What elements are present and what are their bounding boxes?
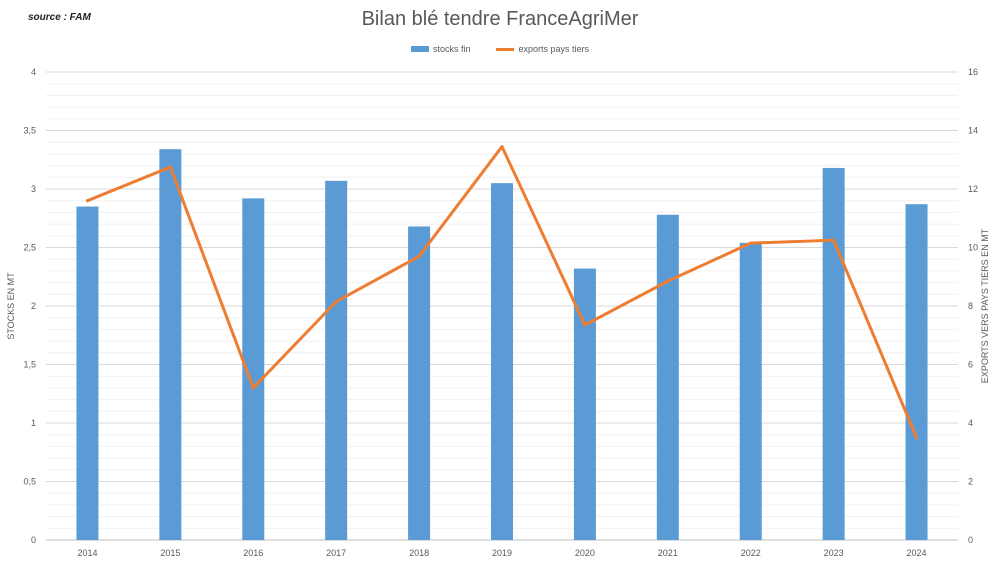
y2-tick-label: 4 bbox=[968, 418, 973, 428]
line-point-2020 bbox=[583, 323, 587, 327]
y-tick-label: 0,5 bbox=[23, 477, 36, 487]
line-point-2019 bbox=[500, 145, 504, 149]
x-tick-label: 2019 bbox=[492, 548, 512, 558]
legend-item-line[interactable]: exports pays tiers bbox=[496, 44, 589, 54]
legend: stocks fin exports pays tiers bbox=[0, 44, 1000, 54]
x-tick-label: 2022 bbox=[741, 548, 761, 558]
bar-2024 bbox=[905, 204, 928, 540]
legend-label-line: exports pays tiers bbox=[518, 44, 590, 54]
bar-2020 bbox=[573, 268, 596, 540]
x-tick-label: 2018 bbox=[409, 548, 429, 558]
x-tick-label: 2020 bbox=[575, 548, 595, 558]
y2-tick-label: 0 bbox=[968, 535, 973, 545]
y2-tick-label: 16 bbox=[968, 67, 978, 77]
y2-tick-label: 2 bbox=[968, 477, 973, 487]
source-note: source : FAM bbox=[28, 12, 91, 23]
legend-label-bar: stocks fin bbox=[432, 44, 471, 54]
y-tick-label: 0 bbox=[31, 535, 36, 545]
line-point-2016 bbox=[251, 386, 255, 390]
bar-2017 bbox=[325, 180, 348, 540]
y-tick-label: 1 bbox=[31, 418, 36, 428]
y-tick-label: 4 bbox=[31, 67, 36, 77]
bar-2019 bbox=[491, 183, 513, 540]
bar-2018 bbox=[408, 226, 431, 540]
y-tick-label: 2,5 bbox=[23, 243, 36, 253]
line-point-2015 bbox=[168, 165, 172, 169]
y-tick-label: 3,5 bbox=[23, 126, 36, 136]
x-tick-label: 2021 bbox=[658, 548, 678, 558]
y2-tick-label: 6 bbox=[968, 360, 973, 370]
y2-axis-title: EXPORTS VERS PAYS TIERS EN MT bbox=[980, 228, 990, 383]
x-tick-label: 2023 bbox=[824, 548, 844, 558]
bar-2023 bbox=[822, 167, 845, 540]
legend-swatch-bar bbox=[410, 46, 429, 52]
x-tick-label: 2015 bbox=[160, 548, 180, 558]
legend-swatch-line bbox=[496, 47, 515, 51]
bar-2021 bbox=[656, 214, 679, 541]
line-point-2017 bbox=[334, 300, 338, 304]
x-tick-label: 2016 bbox=[243, 548, 263, 558]
line-point-2024 bbox=[915, 436, 919, 440]
x-tick-label: 2024 bbox=[907, 548, 927, 558]
line-point-2021 bbox=[666, 279, 670, 283]
chart-title: Bilan blé tendre FranceAgriMer bbox=[361, 8, 639, 30]
line-point-2014 bbox=[85, 199, 89, 203]
y2-tick-label: 12 bbox=[968, 184, 978, 194]
y-axis-title: STOCKS EN MT bbox=[6, 272, 16, 340]
x-tick-label: 2014 bbox=[77, 548, 97, 558]
bar-2022 bbox=[739, 242, 762, 540]
line-point-2022 bbox=[749, 241, 753, 245]
bar-2016 bbox=[242, 198, 265, 541]
y-tick-label: 1,5 bbox=[23, 360, 36, 370]
y2-tick-label: 8 bbox=[968, 301, 973, 311]
y-tick-label: 3 bbox=[31, 184, 36, 194]
y2-tick-label: 14 bbox=[968, 126, 978, 136]
y-tick-label: 2 bbox=[31, 301, 36, 311]
bar-2014 bbox=[76, 206, 99, 541]
y2-tick-label: 10 bbox=[968, 243, 978, 253]
line-point-2018 bbox=[417, 254, 421, 258]
bar-2015 bbox=[159, 149, 182, 540]
x-tick-label: 2017 bbox=[326, 548, 346, 558]
legend-item-bar[interactable]: stocks fin bbox=[410, 44, 471, 54]
line-point-2023 bbox=[832, 238, 836, 242]
